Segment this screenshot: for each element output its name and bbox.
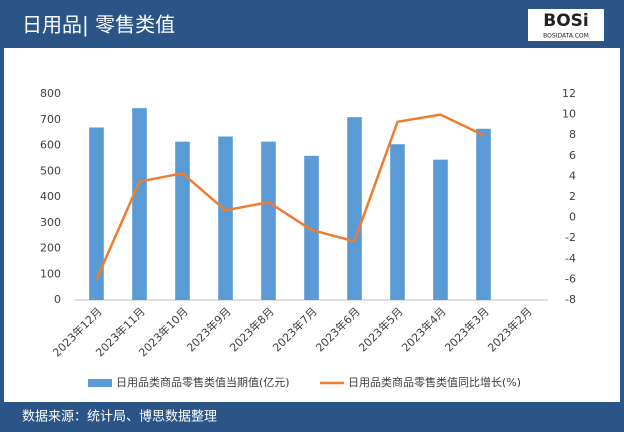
bar bbox=[390, 144, 405, 300]
bar bbox=[304, 155, 319, 300]
y2-tick-label: 6 bbox=[569, 149, 576, 162]
legend-label: 日用品类商品零售类值同比增长(%) bbox=[348, 375, 521, 389]
logo: BOSi bbox=[543, 11, 588, 31]
logo-box bbox=[528, 9, 604, 41]
y2-tick-label: -4 bbox=[565, 252, 576, 265]
y2-tick-label: 0 bbox=[569, 211, 576, 224]
y2-tick-label: -8 bbox=[565, 293, 576, 306]
y2-tick-label: 8 bbox=[569, 128, 576, 141]
y-tick-label: 500 bbox=[40, 164, 61, 177]
line bbox=[95, 113, 485, 280]
y-tick-label: 700 bbox=[40, 113, 61, 126]
y-tick-label: 0 bbox=[54, 293, 61, 306]
y2-tick-label: -6 bbox=[565, 272, 576, 285]
y-tick-label: 600 bbox=[40, 139, 61, 152]
bar bbox=[89, 127, 104, 300]
legend-swatch bbox=[88, 379, 112, 387]
y-tick-label: 300 bbox=[40, 216, 61, 229]
y2-tick-label: 4 bbox=[569, 169, 576, 182]
bar bbox=[218, 136, 233, 300]
title: 日用品| 零售类值 bbox=[22, 13, 175, 37]
y2-tick-label: 10 bbox=[562, 108, 576, 121]
y-tick-label: 800 bbox=[40, 87, 61, 100]
y2-tick-label: -2 bbox=[565, 231, 576, 244]
bar bbox=[261, 141, 276, 300]
bar bbox=[347, 117, 362, 300]
bar bbox=[476, 128, 491, 300]
bar bbox=[132, 108, 147, 300]
bar bbox=[433, 159, 448, 300]
y2-tick-label: 2 bbox=[569, 190, 576, 203]
y-tick-label: 100 bbox=[40, 267, 61, 280]
bar bbox=[175, 141, 190, 300]
y-tick-label: 400 bbox=[40, 190, 61, 203]
y2-tick-label: 12 bbox=[562, 87, 576, 100]
logo-sub: BOSIDATA.COM bbox=[543, 33, 589, 40]
source: 数据来源：统计局、博思数据整理 bbox=[22, 410, 217, 425]
y-tick-label: 200 bbox=[40, 242, 61, 255]
legend-label: 日用品类商品零售类值当期值(亿元) bbox=[116, 375, 290, 389]
